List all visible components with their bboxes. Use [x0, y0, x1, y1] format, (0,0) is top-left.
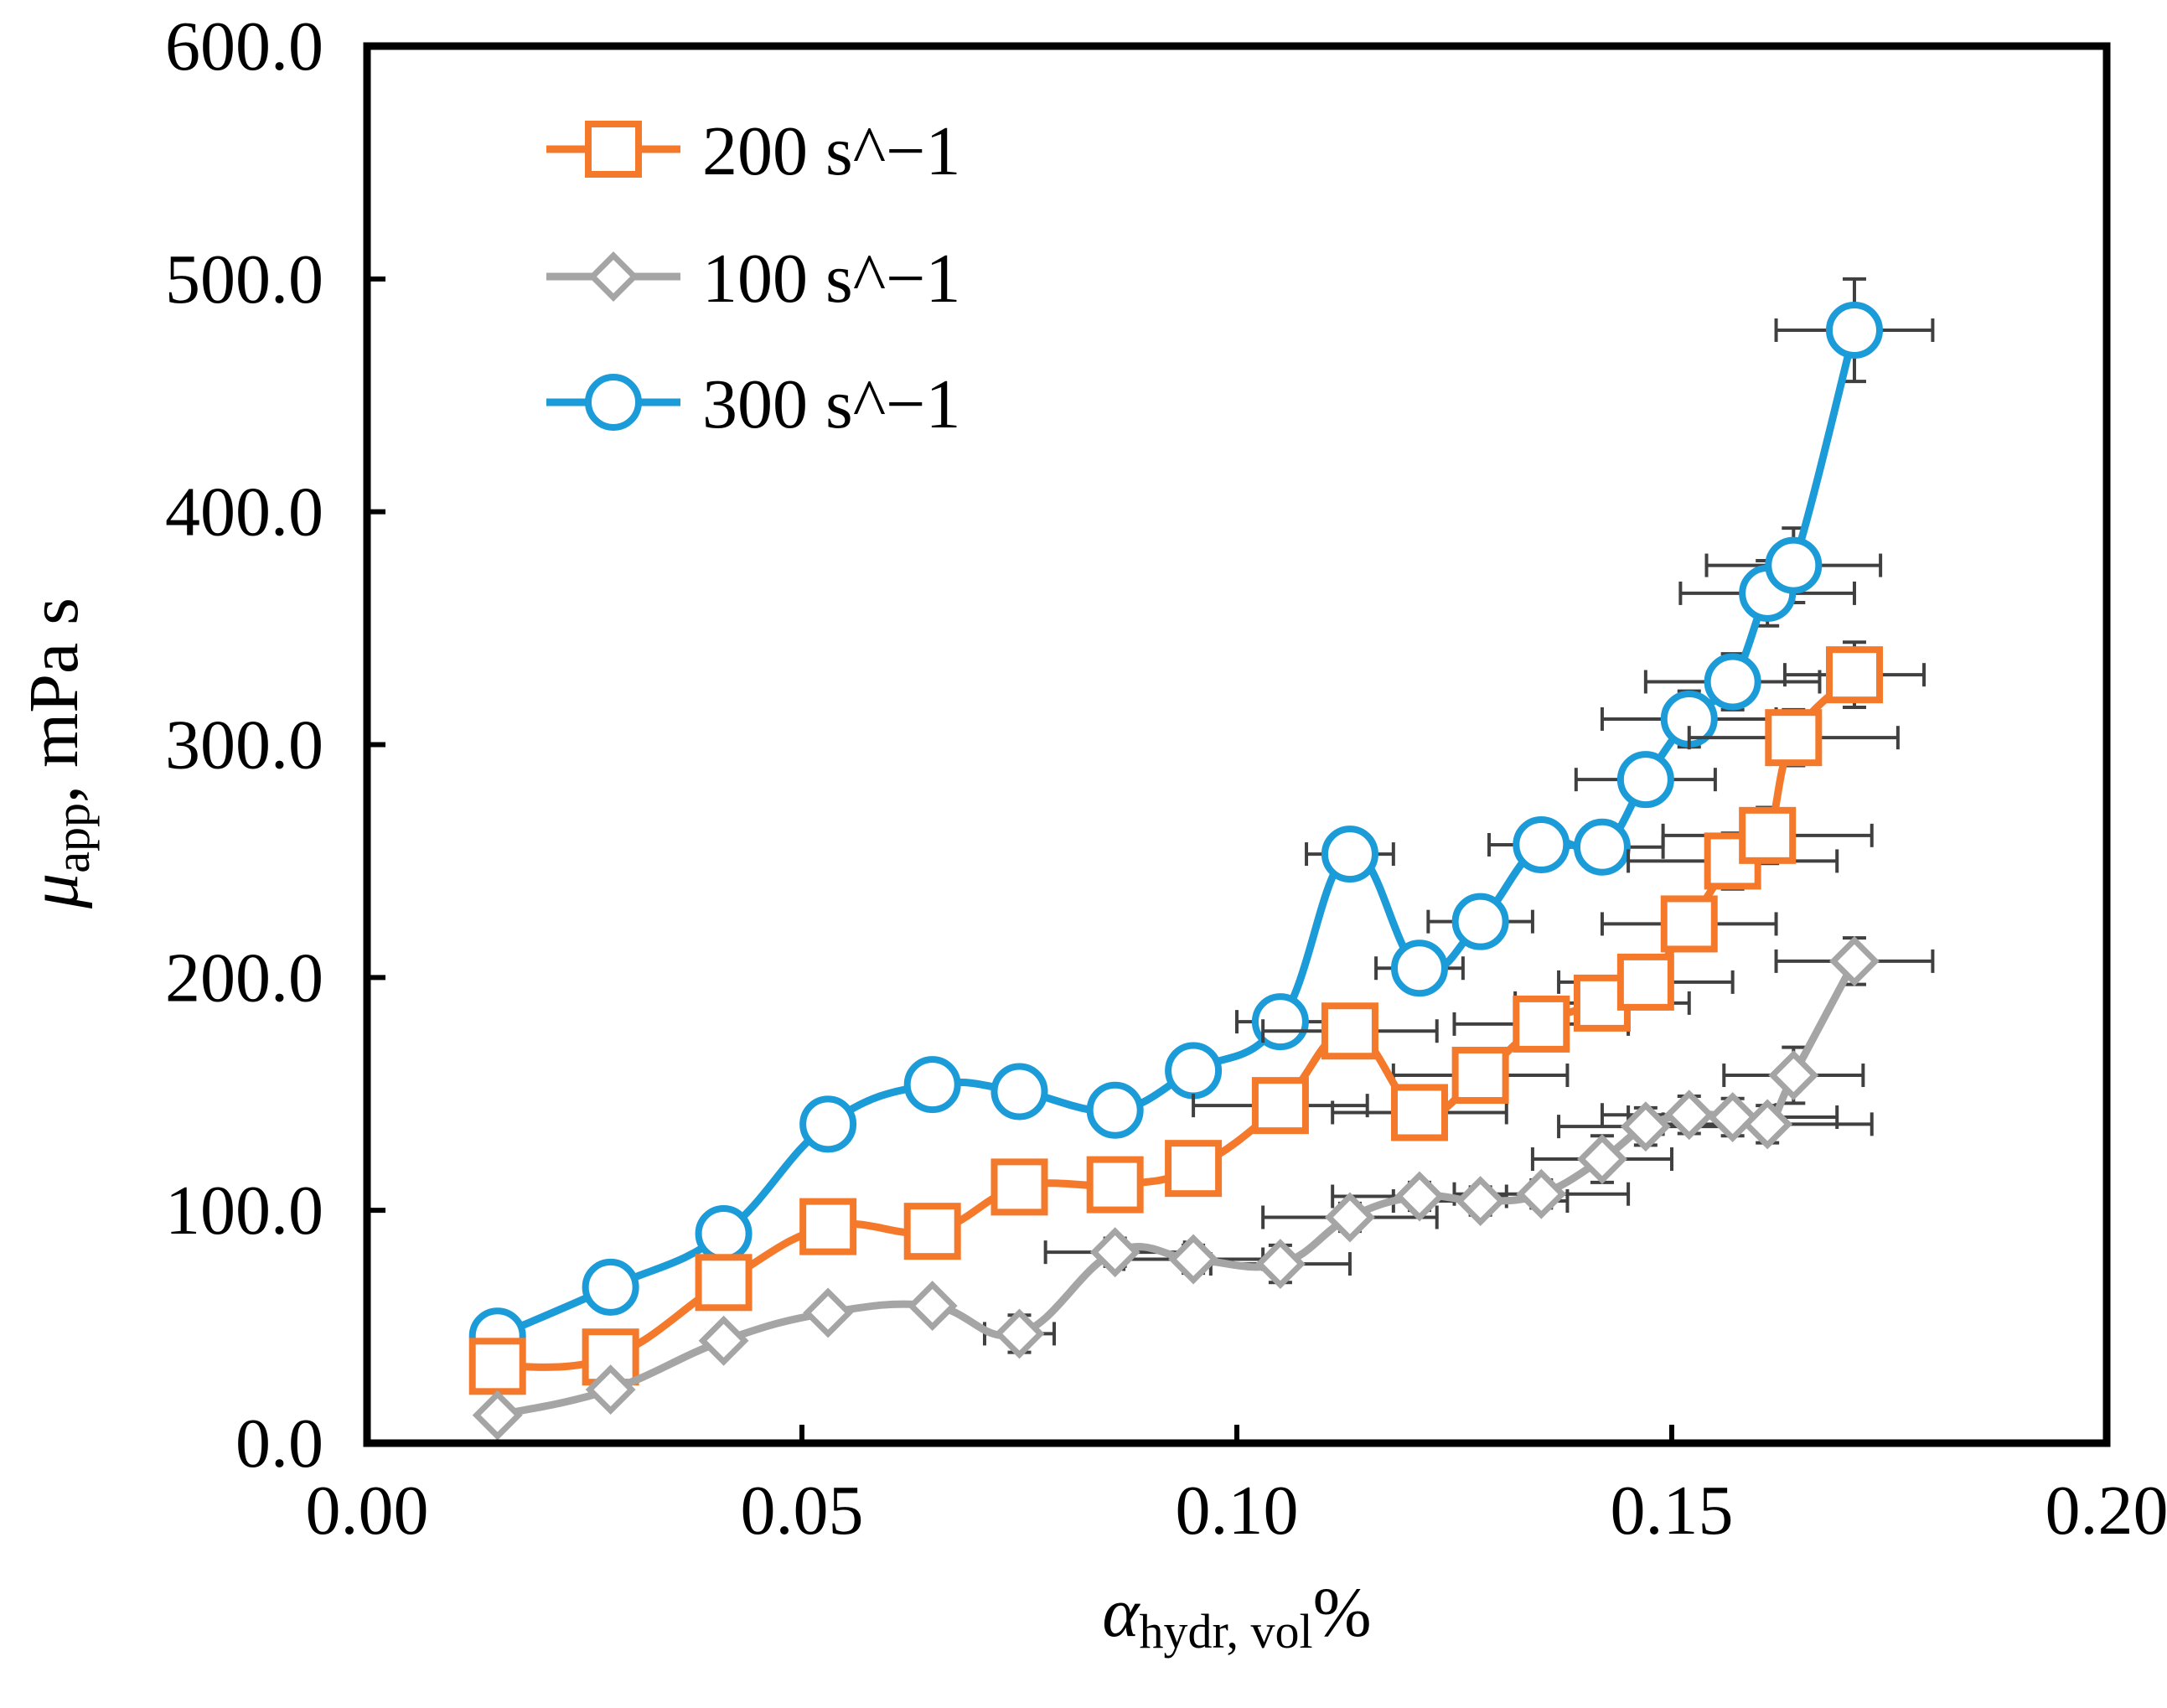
x-axis-symbol: α: [1102, 1574, 1140, 1652]
x-tick-labels: 0.00 0.05 0.10 0.15 0.20: [306, 1425, 2167, 1550]
data-point: [1513, 995, 1570, 1053]
series-1: [472, 935, 1935, 1441]
plot-frame: [363, 42, 2111, 1447]
data-point: [695, 1254, 753, 1312]
data-point: [1704, 653, 1761, 711]
legend-marker: [585, 121, 642, 178]
data-point: [468, 1338, 526, 1395]
legend-label: 300 s^−1: [702, 365, 960, 443]
data-point: [1616, 751, 1674, 809]
data-point: [1394, 1171, 1445, 1222]
legend-item: 200 s^−1: [546, 112, 960, 190]
legend-item: 100 s^−1: [546, 240, 960, 318]
legend: 200 s^−1 100 s^−1 300 s^−1: [546, 112, 960, 443]
data-point: [1573, 818, 1631, 876]
data-point: [1663, 1089, 1714, 1141]
data-point: [1390, 939, 1448, 997]
data-point: [1829, 935, 1880, 986]
x-axis-label: αhydr, vol%: [1102, 1574, 1371, 1659]
data-point: [1321, 826, 1378, 883]
data-point: [799, 1198, 857, 1255]
x-tick-label: 0.20: [2045, 1472, 2167, 1550]
data-point: [799, 1095, 857, 1153]
data-point: [1768, 1050, 1819, 1100]
data-point: [1707, 1092, 1758, 1142]
y-axis-label: μapp, mPa s: [15, 598, 100, 909]
y-tick-label: 300.0: [165, 706, 323, 784]
data-point: [1765, 536, 1823, 594]
y-tick-label: 400.0: [165, 474, 323, 551]
data-point: [1086, 1156, 1144, 1214]
legend-marker: [588, 251, 639, 302]
series-2: [468, 277, 1935, 1365]
legend-label: 100 s^−1: [702, 240, 960, 318]
data-point: [1165, 1042, 1223, 1100]
y-tick-labels: 0.0 100.0 200.0 300.0 400.0 500.0 600.0: [165, 8, 385, 1483]
x-tick-label: 0.00: [306, 1472, 429, 1550]
y-tick-label: 600.0: [165, 8, 323, 85]
data-point: [1251, 993, 1309, 1051]
data-point: [1451, 893, 1509, 950]
data-point: [1321, 1002, 1378, 1060]
data-point: [803, 1287, 854, 1338]
x-axis-subscript: hydr, vol: [1140, 1604, 1313, 1659]
data-point: [1577, 1134, 1627, 1184]
plot-area: [468, 277, 1935, 1441]
data-point: [1168, 1234, 1219, 1285]
data-point: [1660, 895, 1718, 953]
data-point: [1089, 1227, 1140, 1278]
data-point: [1516, 1168, 1567, 1219]
data-point: [903, 1056, 961, 1114]
data-point: [903, 1203, 961, 1260]
series-0: [468, 640, 1927, 1395]
data-point: [1251, 1077, 1309, 1135]
data-point: [698, 1315, 749, 1366]
x-axis-suffix: %: [1313, 1574, 1372, 1652]
data-point: [994, 1308, 1045, 1359]
data-point: [1825, 301, 1883, 359]
data-point: [1739, 806, 1797, 864]
data-point: [582, 1258, 639, 1316]
data-point: [1825, 646, 1883, 704]
data-point: [585, 1364, 636, 1416]
data-point: [1742, 1099, 1793, 1150]
x-tick-label: 0.15: [1611, 1472, 1734, 1550]
data-point: [990, 1158, 1048, 1216]
data-point: [1390, 1084, 1448, 1141]
data-point: [990, 1063, 1048, 1121]
data-point: [1165, 1140, 1223, 1198]
data-point: [695, 1204, 753, 1262]
y-axis-symbol: μ: [15, 873, 93, 909]
data-point: [1616, 953, 1674, 1011]
y-tick-label: 0.0: [235, 1405, 323, 1483]
y-tick-label: 100.0: [165, 1172, 323, 1250]
legend-marker: [585, 374, 642, 431]
y-tick-label: 200.0: [165, 939, 323, 1017]
y-tick-label: 500.0: [165, 241, 323, 318]
data-point: [1513, 815, 1570, 873]
data-point: [472, 1390, 523, 1441]
x-tick-label: 0.10: [1176, 1472, 1299, 1550]
data-point: [1451, 1047, 1509, 1105]
data-point: [907, 1281, 958, 1332]
legend-item: 300 s^−1: [546, 365, 960, 443]
y-axis-subscript: app: [45, 803, 100, 873]
data-point: [1324, 1192, 1375, 1243]
data-point: [1254, 1239, 1306, 1290]
y-axis-suffix: , mPa s: [15, 598, 93, 803]
x-tick-label: 0.05: [741, 1472, 864, 1550]
data-point: [1765, 709, 1823, 767]
data-point: [1455, 1176, 1506, 1227]
legend-label: 200 s^−1: [702, 112, 960, 190]
data-point: [1086, 1081, 1144, 1139]
data-point: [1620, 1101, 1671, 1152]
